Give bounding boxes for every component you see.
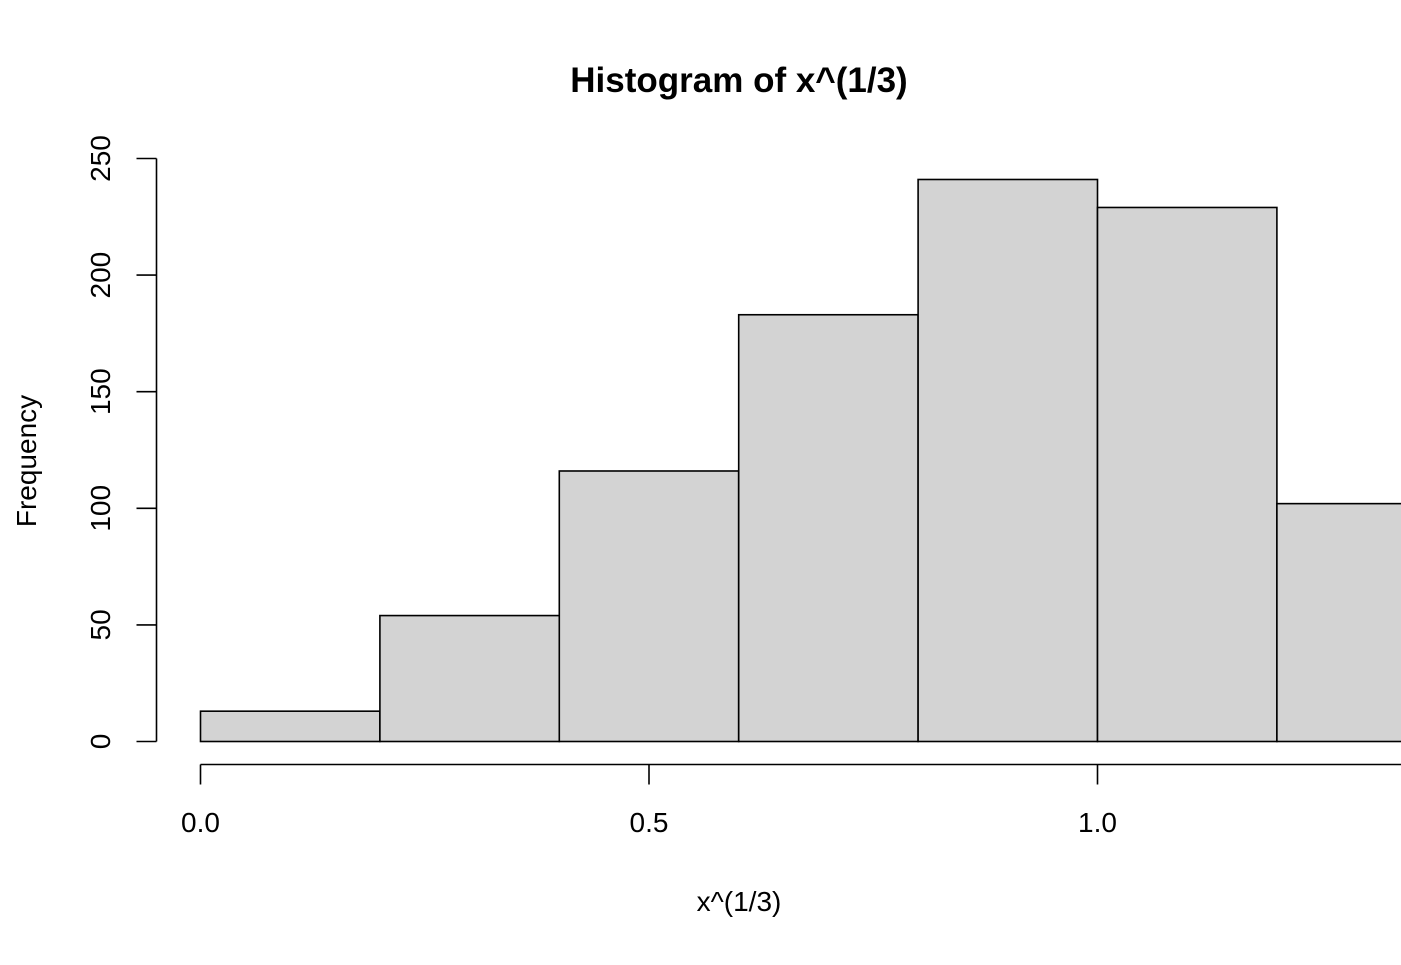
y-tick-label: 250 xyxy=(85,135,116,182)
histogram-bar xyxy=(739,315,918,742)
histogram-bar xyxy=(1277,504,1401,742)
x-tick-label: 1.0 xyxy=(1078,807,1117,838)
y-tick-label: 100 xyxy=(85,485,116,532)
histogram-bar xyxy=(1098,207,1277,741)
x-axis-label: x^(1/3) xyxy=(697,886,782,917)
histogram-bar xyxy=(201,711,380,741)
histogram-bar xyxy=(380,616,559,742)
y-tick-label: 50 xyxy=(85,609,116,640)
y-tick-label: 200 xyxy=(85,252,116,299)
chart-title: Histogram of x^(1/3) xyxy=(570,61,907,100)
x-tick-label: 0.0 xyxy=(181,807,220,838)
histogram-bar xyxy=(559,471,738,742)
histogram-bar xyxy=(918,179,1097,741)
y-tick-label: 150 xyxy=(85,368,116,415)
y-tick-label: 0 xyxy=(85,734,116,750)
x-tick-label: 0.5 xyxy=(630,807,669,838)
y-axis-label: Frequency xyxy=(11,395,42,527)
